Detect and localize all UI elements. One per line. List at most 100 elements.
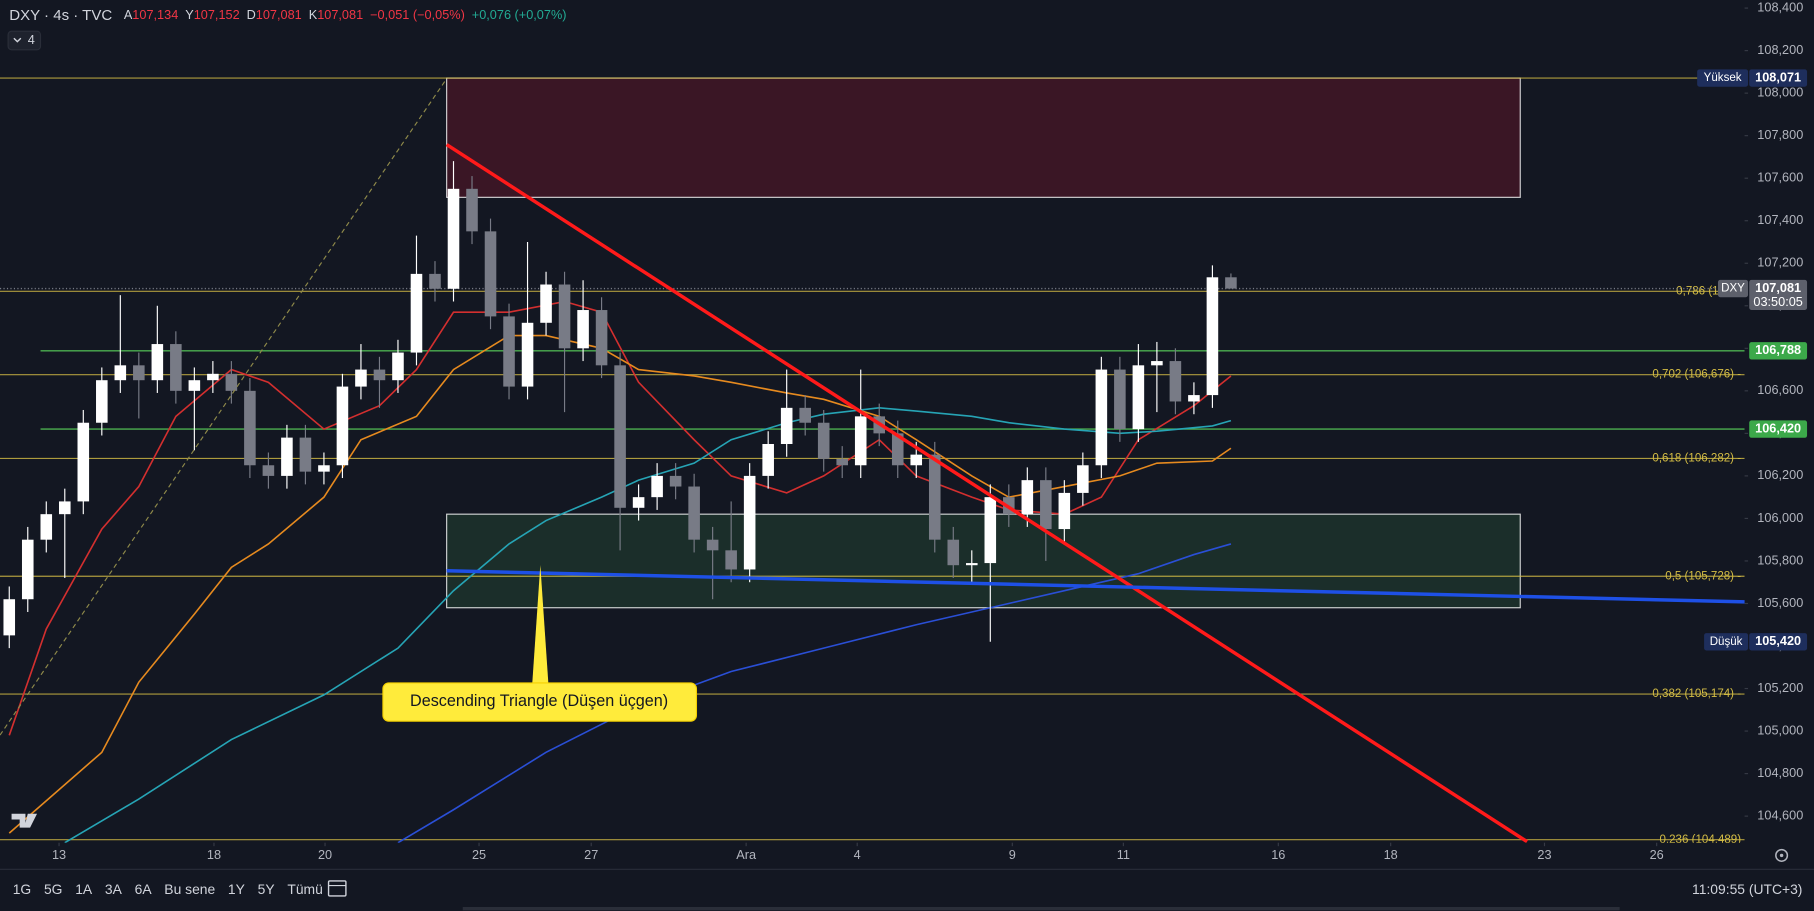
- candle-body: [484, 231, 497, 317]
- candle-body: [447, 188, 460, 289]
- candle-body: [151, 344, 164, 381]
- candle-body: [521, 322, 534, 387]
- indicator-toggle[interactable]: [7, 30, 42, 51]
- y-tick-label: 105,800: [1757, 552, 1803, 567]
- symbol: DXY · 4s · TVC: [9, 7, 112, 24]
- x-tick-label: 18: [207, 847, 221, 862]
- y-tick-label: 105,000: [1757, 722, 1803, 737]
- candle-body: [558, 284, 571, 349]
- candle-body: [77, 422, 90, 502]
- x-tick-label: 16: [1271, 847, 1285, 862]
- ohlc-value: 107,081: [256, 8, 302, 23]
- ohlc-key: D: [247, 8, 256, 23]
- callout-box: [382, 682, 698, 722]
- y-tick-label: 105,200: [1757, 680, 1803, 695]
- candle-body: [1040, 480, 1052, 530]
- ohlc-key: A: [124, 8, 133, 23]
- trendline: [0, 78, 448, 736]
- candle-body: [170, 344, 182, 391]
- x-tick-label: Ara: [736, 847, 757, 862]
- candle-body: [928, 454, 941, 540]
- range-button[interactable]: 1G: [13, 881, 32, 897]
- candle-body: [1206, 277, 1219, 396]
- x-tick-label: 20: [318, 847, 332, 862]
- candle-body: [1225, 277, 1237, 289]
- candle-body: [1095, 369, 1108, 466]
- candle-body: [984, 497, 997, 564]
- badge-tag: [1697, 69, 1749, 87]
- range-button[interactable]: 5Y: [258, 881, 275, 897]
- badge-tag-label: DXY: [1721, 283, 1745, 295]
- candle-body: [743, 475, 756, 570]
- candle-body: [114, 365, 127, 381]
- candle-body: [503, 316, 515, 387]
- candle-body: [1188, 395, 1200, 402]
- candle-body: [188, 380, 201, 391]
- ohlc-value: 107,081: [317, 8, 363, 23]
- range-button[interactable]: 1A: [75, 881, 93, 897]
- range-button[interactable]: Tümü: [287, 881, 322, 897]
- y-tick-label: 107,600: [1757, 170, 1803, 185]
- candle-body: [688, 486, 700, 540]
- price-badge: [1749, 279, 1808, 310]
- x-tick-label: 9: [1009, 847, 1016, 862]
- x-tick-label: 25: [472, 847, 486, 862]
- candle-body: [780, 407, 793, 444]
- badge-tag-label: Yüksek: [1704, 72, 1742, 84]
- range-button[interactable]: 5G: [44, 881, 63, 897]
- range-button[interactable]: 6A: [135, 881, 153, 897]
- x-tick-label: 11: [1117, 847, 1130, 862]
- x-tick-label: 18: [1384, 847, 1398, 862]
- y-tick-label: 106,200: [1757, 467, 1803, 482]
- candle-body: [799, 407, 811, 423]
- fib-label: 0,702 (106,676) -: [1652, 369, 1741, 381]
- trendline: [446, 568, 1745, 604]
- candle-body: [1021, 480, 1034, 515]
- candle-body: [651, 475, 663, 498]
- candle-body: [762, 443, 774, 476]
- candle-body: [318, 465, 330, 472]
- x-tick-label: 4: [854, 847, 861, 862]
- candle-body: [1151, 361, 1163, 366]
- candle-body: [540, 284, 552, 323]
- ohlc-key: Y: [185, 8, 194, 23]
- x-tick-label: 13: [52, 847, 66, 862]
- price-badge-label: 106,788: [1755, 342, 1801, 357]
- range-button[interactable]: 1Y: [228, 881, 245, 897]
- tv-logo: [11, 813, 38, 828]
- settings-icon[interactable]: [1775, 848, 1789, 862]
- plot-area: 1 (100,786 (107,00,702 (106,676) -0,618 …: [0, 72, 1745, 846]
- y-tick-label: 106,000: [1757, 510, 1803, 525]
- moving-average: [64, 407, 1232, 843]
- range-button[interactable]: Bu sene: [164, 881, 215, 897]
- candle-body: [910, 454, 923, 466]
- candle-body: [336, 386, 349, 466]
- candle-body: [392, 352, 404, 381]
- change-ext: +0,076 (+0,07%): [472, 8, 567, 23]
- y-tick-label: 104,600: [1757, 807, 1803, 822]
- candle-body: [725, 550, 737, 570]
- candle-body: [59, 501, 71, 515]
- candle-body: [669, 475, 682, 487]
- callout-text: Descending Triangle (Düşen üçgen): [410, 692, 668, 710]
- y-tick-label: 105,600: [1757, 595, 1803, 610]
- badge-tag-label: Düşük: [1710, 636, 1743, 648]
- calendar-icon[interactable]: [327, 880, 347, 897]
- price-badge-label: 105,420: [1755, 633, 1801, 648]
- price-badge-label: 107,081: [1755, 280, 1801, 295]
- fib-label: 0,236 (104,489): [1659, 834, 1741, 846]
- candle-body: [1114, 369, 1126, 430]
- candle-body: [40, 514, 53, 540]
- candle-body: [281, 437, 293, 476]
- moving-average: [8, 300, 1232, 736]
- candle-body: [577, 310, 589, 349]
- fib-label: 0,5 (105,728) -: [1665, 570, 1741, 582]
- candle-body: [854, 416, 867, 466]
- range-button[interactable]: 3A: [105, 881, 123, 897]
- ohlc-value: 107,152: [194, 8, 240, 23]
- candle-body: [706, 539, 719, 551]
- fib-label: 0,618 (106,282) -: [1652, 453, 1741, 465]
- candle-body: [466, 188, 478, 232]
- candle-body: [299, 437, 312, 472]
